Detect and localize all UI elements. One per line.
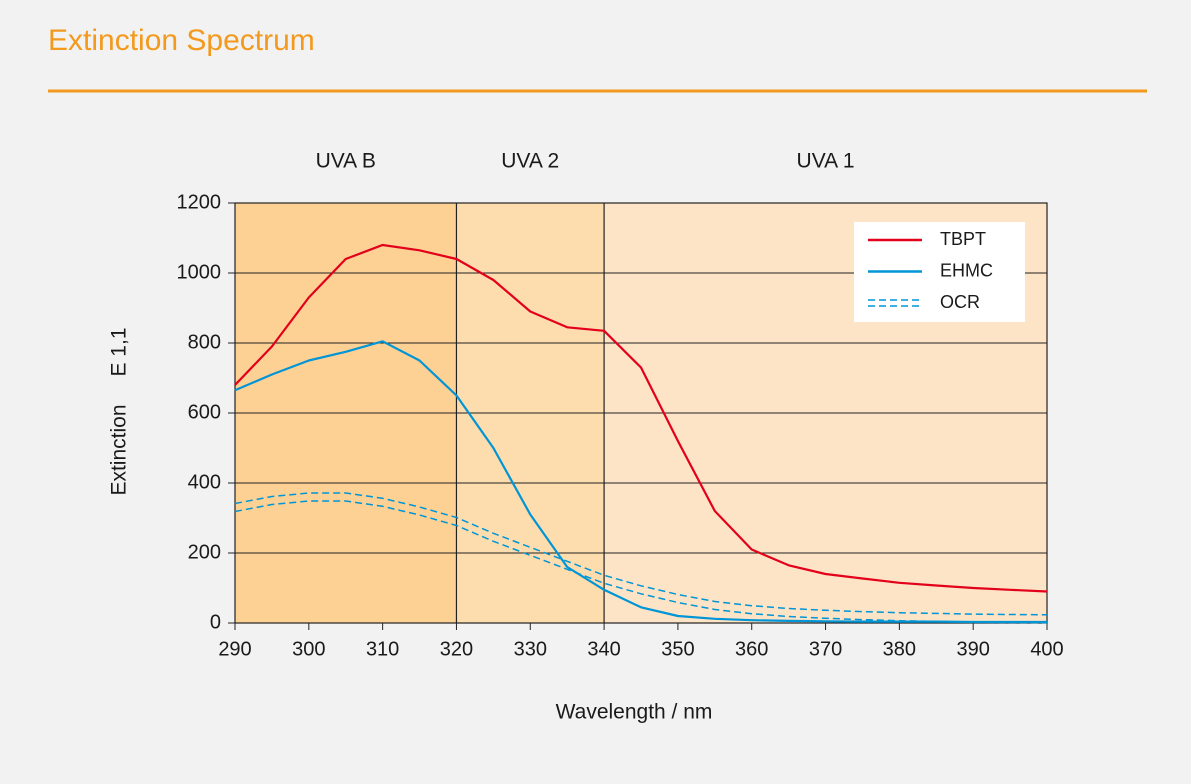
x-tick-label: 400 [1030,638,1063,660]
series-line [234,492,1048,616]
plot-frame [234,202,1048,624]
y-tick-label: 1000 [177,261,222,283]
legend-label: EHMC [940,260,993,280]
x-tick-label: 370 [809,638,842,660]
y-tick-label: 0 [210,611,221,633]
legend-label: TBPT [940,229,986,249]
x-tick-label: 320 [440,638,473,660]
y-axis-unit: E 1,1 [108,327,131,376]
chart-title: Extinction Spectrum [48,24,315,57]
x-tick-label: 310 [366,638,399,660]
legend-label: OCR [940,292,980,312]
x-tick-label: 290 [218,638,251,660]
y-tick-label: 400 [188,471,221,493]
band-label: UVA B [316,150,376,173]
x-tick-label: 330 [514,638,547,660]
x-tick-label: 340 [587,638,620,660]
x-axis-label: Wavelength / nm [556,701,713,724]
x-tick-label: 390 [956,638,989,660]
y-tick-label: 1200 [177,191,222,213]
x-tick-label: 300 [292,638,325,660]
series-line [234,500,1048,624]
y-axis-label: Extinction [108,404,131,495]
series-line [234,243,1048,593]
band-label: UVA 1 [797,150,855,173]
y-tick-label: 600 [188,401,221,423]
y-tick-label: 200 [188,541,221,563]
x-tick-label: 350 [661,638,694,660]
y-tick-label: 800 [188,331,221,353]
band-label: UVA 2 [501,150,559,173]
x-tick-label: 360 [735,638,768,660]
x-tick-label: 380 [883,638,916,660]
